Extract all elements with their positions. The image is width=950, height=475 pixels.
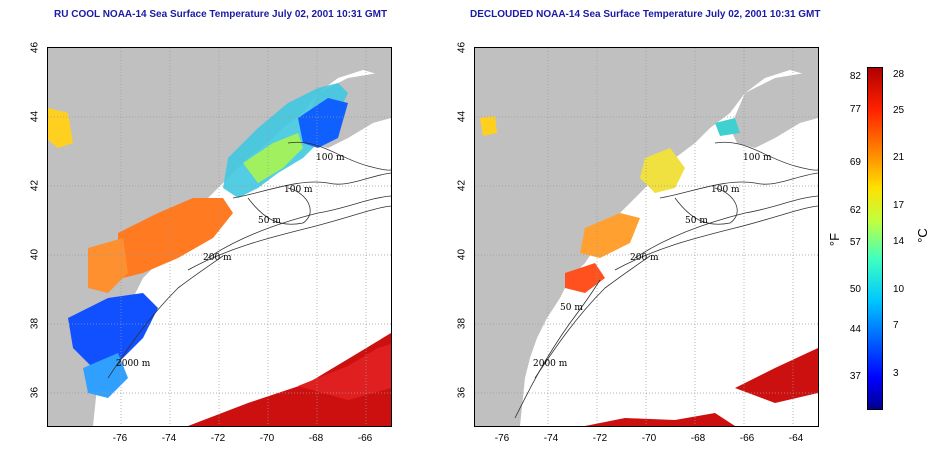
left-sst-map[interactable]: 100 m 100 m 50 m 200 m 2000 m [47, 47, 392, 427]
colorbar-f-label: 69 [849, 157, 861, 168]
celsius-unit-label: °C [914, 228, 930, 243]
sst-gulf-stream [735, 348, 818, 403]
colorbar-f-label: 37 [849, 371, 861, 382]
y-tick-label: 38 [29, 317, 41, 330]
contour-label: 100 m [743, 153, 772, 163]
sst-cold-mid-atlantic [68, 293, 158, 368]
left-map-title: RU COOL NOAA-14 Sea Surface Temperature … [54, 9, 388, 20]
y-tick-label: 44 [456, 110, 468, 123]
sst-orange-patch [88, 238, 128, 293]
colorbar-c-label: 21 [893, 152, 905, 163]
y-tick-label: 46 [29, 41, 41, 54]
contour-label: 200 m [203, 253, 232, 263]
sst-gulf-stream [188, 333, 391, 426]
x-tick-label: -76 [494, 433, 510, 444]
colorbar-c-label: 10 [893, 284, 905, 295]
y-tick-label: 36 [29, 386, 41, 399]
contour-label: 50 m [685, 216, 708, 226]
colorbar-c-label: 7 [893, 320, 899, 331]
x-tick-label: -66 [357, 433, 373, 444]
colorbar-f-label: 57 [849, 237, 861, 248]
land-mass [48, 48, 391, 426]
left-map-svg: 100 m 100 m 50 m 200 m 2000 m [48, 48, 391, 426]
temperature-colorbar [867, 67, 883, 410]
colorbar-f-label: 82 [849, 71, 861, 82]
right-map-title: DECLOUDED NOAA-14 Sea Surface Temperatur… [470, 9, 821, 20]
y-tick-label: 38 [456, 317, 468, 330]
x-tick-label: -70 [641, 433, 657, 444]
sst-blue-east [298, 98, 348, 148]
x-tick-label: -68 [308, 433, 324, 444]
contour-label: 200 m [630, 253, 659, 263]
y-tick-label: 42 [29, 179, 41, 192]
y-tick-label: 36 [456, 386, 468, 399]
colorbar-c-label: 17 [893, 200, 905, 211]
contour-label: 100 m [316, 153, 345, 163]
sst-cyan-east [715, 118, 740, 136]
right-sst-map[interactable]: 100 m 100 m 50 m 200 m 50 m 2000 m [474, 47, 819, 427]
sst-left-edge [480, 116, 497, 136]
y-tick-label: 40 [29, 248, 41, 261]
x-tick-label: -66 [739, 433, 755, 444]
sst-gulf-stream-2 [298, 344, 391, 400]
colorbar-f-label: 62 [849, 205, 861, 216]
x-tick-label: -64 [788, 433, 804, 444]
colorbar-c-label: 25 [893, 105, 905, 116]
right-map-svg: 100 m 100 m 50 m 200 m 50 m 2000 m [475, 48, 818, 426]
y-tick-label: 46 [456, 41, 468, 54]
y-tick-label: 40 [456, 248, 468, 261]
y-tick-label: 44 [29, 110, 41, 123]
contour-label: 2000 m [533, 359, 568, 369]
colorbar-f-label: 44 [849, 324, 861, 335]
y-tick-label: 42 [456, 179, 468, 192]
nova-scotia [730, 72, 818, 148]
sst-red-coastal [565, 263, 605, 293]
colorbar-c-label: 3 [893, 368, 899, 379]
fahrenheit-unit-label: °F [827, 232, 843, 247]
sst-left-edge [48, 108, 73, 148]
x-tick-label: -72 [210, 433, 226, 444]
x-tick-label: -72 [592, 433, 608, 444]
sst-cyan-south [83, 353, 128, 398]
sst-orange-shelf [580, 213, 640, 258]
sst-warm-shelf [118, 198, 233, 278]
bathymetry-contours [107, 141, 391, 379]
colorbar-f-label: 77 [849, 104, 861, 115]
sst-green-core [243, 133, 303, 183]
contour-label: 100 m [284, 185, 313, 195]
x-tick-label: -74 [543, 433, 559, 444]
land-mass [475, 48, 818, 426]
colorbar-c-label: 14 [893, 236, 905, 247]
x-tick-label: -74 [161, 433, 177, 444]
colorbar-f-label: 50 [849, 284, 861, 295]
x-tick-label: -76 [112, 433, 128, 444]
contour-label: 50 m [560, 303, 583, 313]
colorbar-c-label: 28 [893, 69, 905, 80]
sst-yellow-gulf [640, 148, 685, 193]
sst-gulf-stream-bottom [585, 413, 735, 426]
contour-label: 100 m [711, 185, 740, 195]
x-tick-label: -70 [259, 433, 275, 444]
bathymetry-contours [514, 141, 818, 419]
x-tick-label: -68 [690, 433, 706, 444]
contour-label: 50 m [258, 216, 281, 226]
contour-label: 2000 m [116, 359, 151, 369]
